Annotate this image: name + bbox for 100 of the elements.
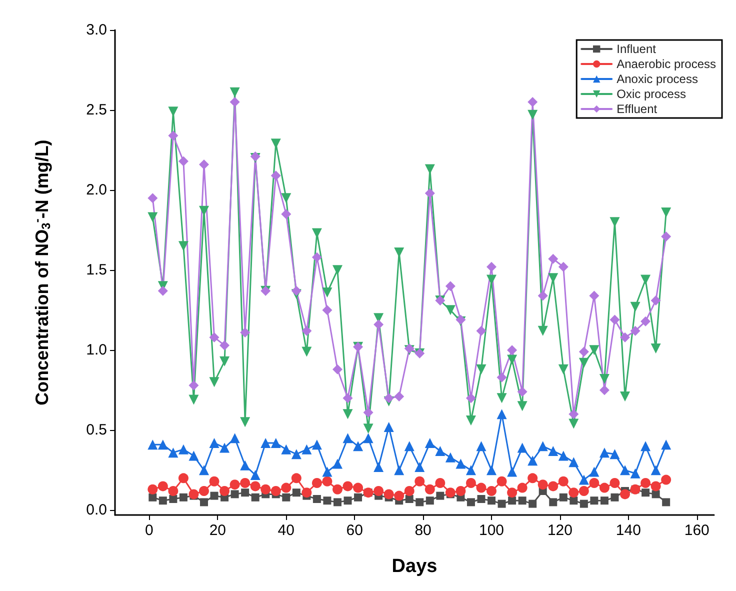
point <box>230 490 239 498</box>
point <box>179 493 188 502</box>
point <box>250 481 260 492</box>
point <box>528 500 537 508</box>
point <box>620 392 630 402</box>
point <box>188 489 199 500</box>
point <box>312 478 322 488</box>
y-axis-title: Concentration of NO3--N (mg/L) <box>30 140 53 406</box>
point <box>599 385 610 396</box>
point <box>558 450 568 461</box>
point <box>332 265 342 276</box>
point <box>517 386 528 397</box>
point <box>241 488 250 497</box>
point <box>416 498 424 506</box>
point <box>220 356 230 366</box>
point <box>508 496 516 505</box>
point <box>424 438 435 448</box>
point <box>642 488 650 497</box>
point <box>620 332 630 342</box>
point <box>312 440 322 450</box>
point <box>599 374 610 384</box>
point <box>281 482 292 493</box>
point <box>507 488 518 498</box>
point <box>363 408 374 418</box>
legend-label: Effluent <box>616 102 658 116</box>
point <box>250 470 260 480</box>
point <box>332 458 342 469</box>
point <box>374 462 384 472</box>
point <box>549 498 558 506</box>
point <box>312 252 322 262</box>
point <box>661 440 672 450</box>
point <box>445 281 456 292</box>
point <box>178 156 188 166</box>
x-tick-label: 160 <box>684 522 710 539</box>
point <box>486 262 497 272</box>
point <box>291 286 302 296</box>
point <box>661 474 672 485</box>
x-tick-label: 20 <box>209 522 226 539</box>
point <box>466 393 476 404</box>
point <box>148 212 158 222</box>
y-tick-label: 0.5 <box>86 422 107 439</box>
point <box>148 440 158 450</box>
point <box>394 247 404 258</box>
point <box>662 498 670 506</box>
point <box>292 488 300 497</box>
point <box>270 486 281 496</box>
point <box>291 449 302 460</box>
point <box>148 193 158 204</box>
point <box>322 476 332 486</box>
point <box>209 377 220 388</box>
point <box>394 392 404 402</box>
point <box>404 486 414 496</box>
point <box>240 417 250 428</box>
point <box>538 326 548 336</box>
point <box>589 345 600 356</box>
point <box>548 446 558 456</box>
point <box>558 364 568 374</box>
point <box>650 296 661 306</box>
legend-label: Anaerobic process <box>616 57 716 71</box>
point <box>496 409 507 420</box>
point <box>270 438 281 448</box>
point <box>200 498 208 506</box>
point <box>630 302 640 312</box>
point <box>528 110 538 120</box>
point <box>476 482 486 493</box>
point <box>620 489 630 500</box>
point <box>507 345 518 356</box>
point <box>507 466 518 477</box>
point <box>230 433 240 444</box>
point <box>578 346 589 357</box>
point <box>220 340 230 350</box>
point <box>528 97 538 108</box>
point <box>281 209 292 220</box>
point <box>363 424 374 434</box>
point <box>384 422 394 432</box>
point <box>240 460 250 470</box>
point <box>568 457 579 468</box>
point <box>620 465 630 476</box>
point <box>528 456 538 466</box>
point <box>405 494 414 503</box>
point <box>590 496 598 505</box>
point <box>332 364 342 374</box>
point <box>158 481 168 492</box>
point <box>477 494 486 503</box>
point <box>486 486 497 496</box>
point <box>610 314 620 325</box>
point <box>650 481 661 492</box>
point <box>466 465 476 476</box>
point <box>652 490 660 498</box>
point <box>568 409 579 420</box>
x-tick-label: 80 <box>414 522 432 539</box>
point <box>630 326 640 336</box>
y-tick-label: 2.0 <box>86 182 107 199</box>
point <box>435 446 446 456</box>
point <box>476 326 486 336</box>
point <box>230 480 240 490</box>
point <box>260 438 271 448</box>
point <box>281 444 292 454</box>
legend-label: Oxic process <box>616 87 686 101</box>
point <box>394 465 404 476</box>
